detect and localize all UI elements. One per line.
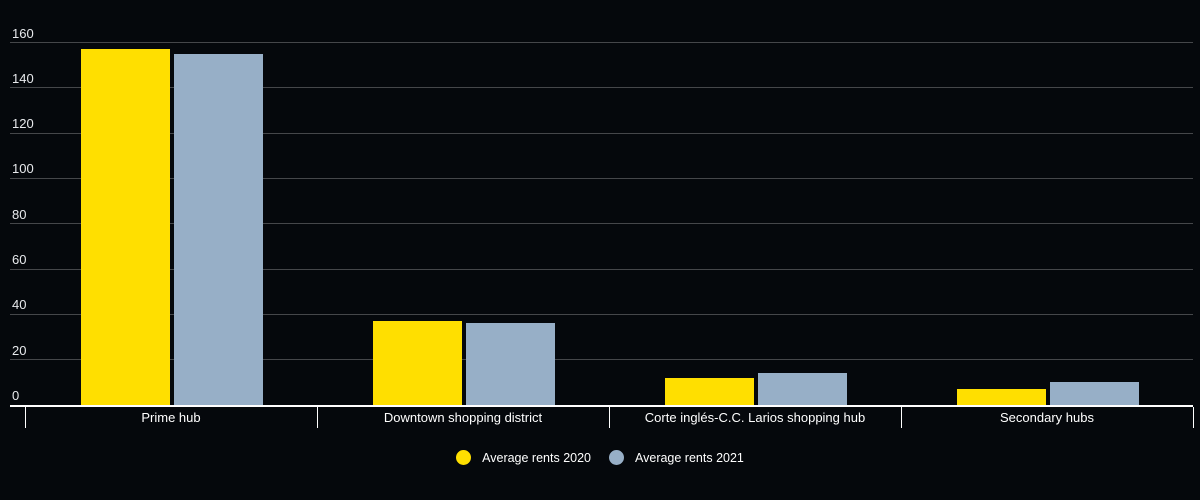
bar-average-rents-2020-category-3[interactable] bbox=[956, 389, 1046, 405]
bar-average-rents-2020-category-2[interactable] bbox=[664, 377, 754, 405]
bar-average-rents-2021-category-0[interactable] bbox=[173, 53, 263, 405]
gridline-y-40 bbox=[10, 313, 1193, 315]
x-axis-tick-3 bbox=[901, 407, 902, 428]
legend-item-2021[interactable]: Average rents 2021 bbox=[609, 450, 744, 465]
gridline-y-100 bbox=[10, 177, 1193, 179]
gridline-y-140 bbox=[10, 87, 1193, 89]
category-label-3: Secondary hubs bbox=[1000, 410, 1094, 425]
bar-average-rents-2020-category-1[interactable] bbox=[372, 321, 462, 405]
category-label-0: Prime hub bbox=[141, 410, 201, 425]
x-axis-tick-4 bbox=[1193, 407, 1194, 428]
y-tick-label-0: 0 bbox=[12, 388, 20, 403]
bar-average-rents-2020-category-0[interactable] bbox=[80, 49, 170, 405]
legend-label: Average rents 2021 bbox=[635, 450, 744, 465]
x-axis-tick-0 bbox=[25, 407, 26, 428]
gridline-y-60 bbox=[10, 268, 1193, 270]
legend-swatch-icon bbox=[456, 450, 472, 465]
gridline-y-160 bbox=[10, 42, 1193, 43]
bar-average-rents-2021-category-2[interactable] bbox=[757, 373, 847, 405]
y-tick-label-120: 120 bbox=[12, 116, 34, 132]
legend: Average rents 2020 Average rents 2021 bbox=[0, 450, 1200, 465]
category-label-1: Downtown shopping district bbox=[383, 410, 543, 425]
gridline-y-80 bbox=[10, 223, 1193, 225]
y-tick-label-100: 100 bbox=[12, 161, 34, 177]
y-tick-label-40: 40 bbox=[12, 297, 27, 313]
legend-label: Average rents 2020 bbox=[482, 450, 591, 465]
y-tick-label-80: 80 bbox=[12, 206, 27, 222]
y-tick-label-60: 60 bbox=[12, 252, 27, 268]
gridline-y-120 bbox=[10, 132, 1193, 134]
legend-swatch-icon bbox=[609, 450, 624, 465]
x-axis-line bbox=[10, 405, 1193, 407]
bar-average-rents-2021-category-1[interactable] bbox=[465, 323, 555, 405]
x-axis-tick-1 bbox=[317, 407, 318, 428]
y-tick-label-160: 160 bbox=[12, 25, 34, 41]
x-axis-tick-2 bbox=[609, 407, 610, 428]
category-label-2: Corte inglés-C.C. Larios shopping hub bbox=[644, 410, 866, 425]
gridline-y-20 bbox=[10, 359, 1193, 361]
bar-average-rents-2021-category-3[interactable] bbox=[1049, 382, 1139, 405]
legend-item-2020[interactable]: Average rents 2020 bbox=[456, 450, 591, 465]
y-tick-label-20: 20 bbox=[12, 342, 27, 358]
y-tick-label-140: 140 bbox=[12, 70, 34, 86]
